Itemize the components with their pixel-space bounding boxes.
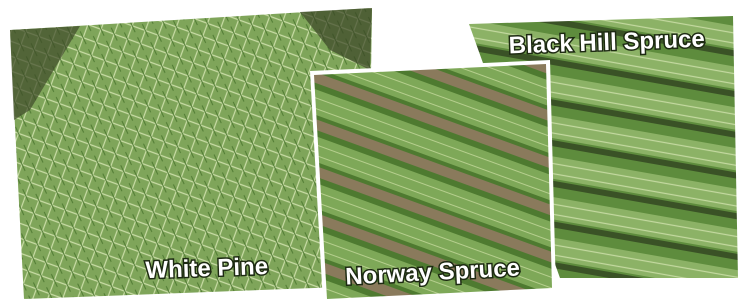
page: Black Hill Spruce White Pine Norway Spru… [0, 0, 742, 303]
photo-norway-spruce: Norway Spruce [310, 60, 556, 303]
photo-label: White Pine [145, 253, 269, 284]
photo-collage: Black Hill Spruce White Pine Norway Spru… [0, 0, 742, 303]
